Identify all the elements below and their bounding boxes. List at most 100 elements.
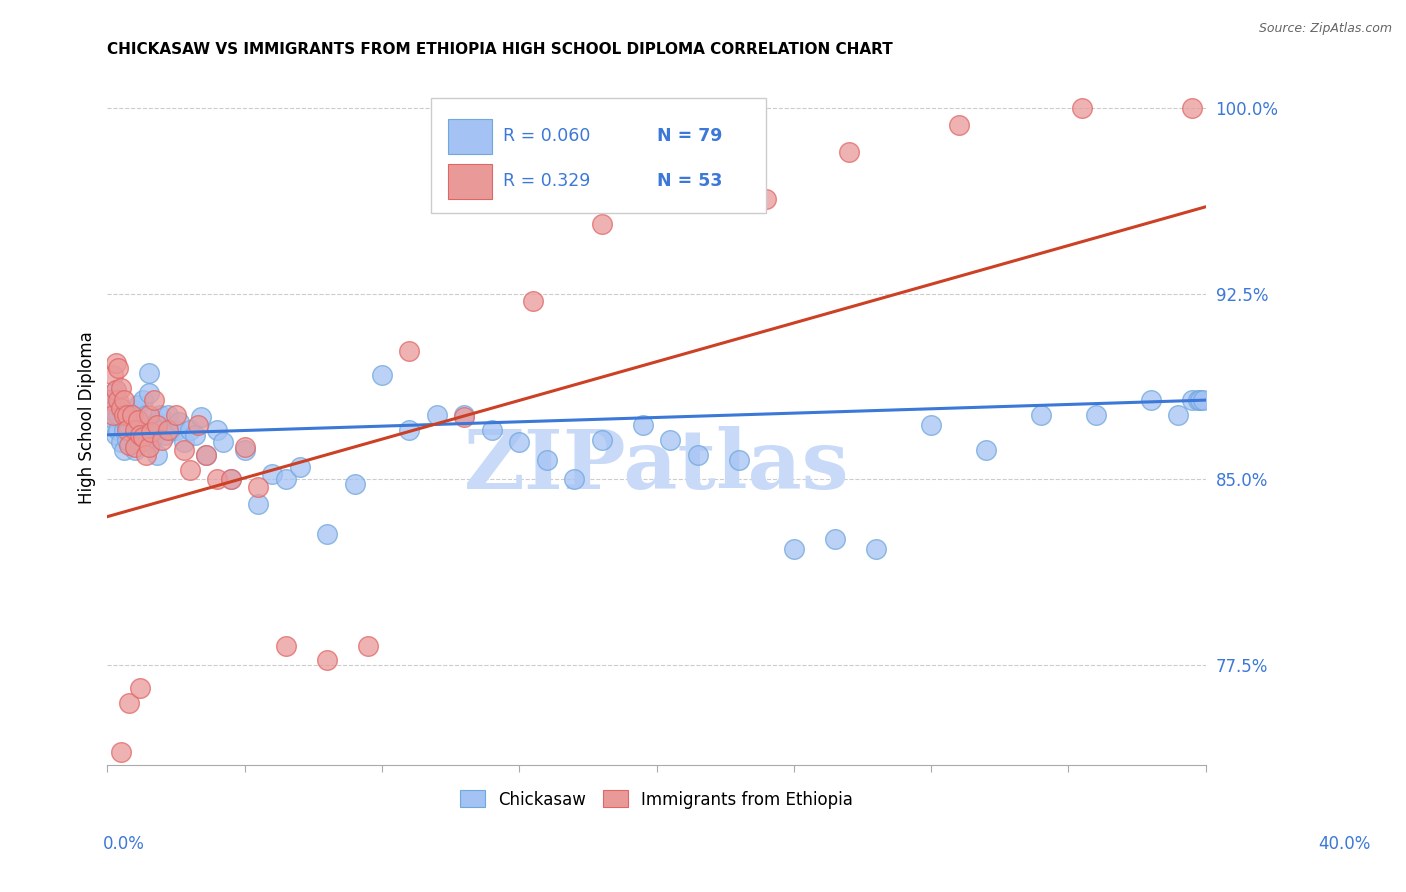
Point [150, 433, 173, 447]
Point [129, 435, 152, 450]
Point [205, 472, 228, 486]
Point [127, 427, 149, 442]
Point [673, 168, 696, 182]
Point [247, 497, 270, 511]
Point [184, 427, 207, 442]
Point [316, 527, 339, 541]
Text: 40.0%: 40.0% [1319, 835, 1371, 853]
Point [631, 417, 654, 432]
Point [101, 403, 124, 417]
Point [115, 423, 138, 437]
Point [104, 383, 127, 397]
Point [398, 423, 420, 437]
Point [98, 393, 121, 408]
Point [141, 435, 163, 450]
Point [110, 401, 132, 415]
Point [262, 467, 284, 482]
Point [522, 293, 544, 308]
Point [274, 639, 297, 653]
Point [101, 368, 124, 383]
Point [104, 356, 127, 370]
Point [156, 408, 179, 422]
Point [371, 368, 394, 383]
Point [195, 448, 218, 462]
Point [659, 433, 682, 447]
Point [536, 452, 558, 467]
Text: 0.0%: 0.0% [103, 835, 145, 853]
Point [591, 217, 613, 231]
Point [124, 440, 146, 454]
Point [146, 448, 169, 462]
Point [127, 398, 149, 412]
Point [143, 393, 166, 408]
Point [98, 417, 121, 432]
Point [141, 423, 163, 437]
FancyBboxPatch shape [432, 98, 766, 212]
Point [211, 435, 233, 450]
Point [118, 696, 141, 710]
Point [508, 435, 530, 450]
Point [219, 472, 242, 486]
Point [195, 448, 218, 462]
Point [1084, 408, 1107, 422]
Point [112, 393, 135, 408]
Text: R = 0.060: R = 0.060 [503, 128, 591, 145]
Point [728, 452, 751, 467]
Point [838, 145, 860, 160]
Point [316, 653, 339, 667]
Point [453, 410, 475, 425]
Point [948, 118, 970, 132]
Point [165, 423, 187, 437]
Point [783, 541, 806, 556]
Point [357, 639, 380, 653]
Point [274, 472, 297, 486]
Point [143, 427, 166, 442]
Point [865, 541, 887, 556]
Point [115, 417, 138, 432]
Point [426, 408, 449, 422]
Point [233, 440, 256, 454]
Point [138, 408, 160, 422]
Point [124, 423, 146, 437]
Point [127, 413, 149, 427]
Point [146, 416, 169, 430]
Point [107, 408, 129, 422]
Point [755, 192, 778, 206]
Point [1029, 408, 1052, 422]
Point [107, 423, 129, 437]
Point [686, 448, 709, 462]
Point [481, 423, 503, 437]
Point [187, 417, 209, 432]
Point [920, 417, 942, 432]
Point [135, 448, 157, 462]
FancyBboxPatch shape [449, 164, 492, 199]
Y-axis label: High School Diploma: High School Diploma [79, 331, 96, 504]
Point [146, 417, 169, 432]
Point [112, 442, 135, 457]
Text: N = 79: N = 79 [657, 128, 721, 145]
Point [121, 408, 143, 422]
Point [129, 427, 152, 442]
Point [1140, 393, 1163, 408]
Point [112, 408, 135, 422]
Text: CHICKASAW VS IMMIGRANTS FROM ETHIOPIA HIGH SCHOOL DIPLOMA CORRELATION CHART: CHICKASAW VS IMMIGRANTS FROM ETHIOPIA HI… [107, 42, 893, 57]
Point [101, 391, 124, 405]
Point [110, 745, 132, 759]
Point [159, 423, 181, 437]
Point [288, 460, 311, 475]
Point [824, 532, 846, 546]
Point [110, 381, 132, 395]
Point [153, 427, 176, 442]
Point [173, 435, 195, 450]
Point [104, 427, 127, 442]
Point [124, 442, 146, 457]
Point [141, 425, 163, 440]
Point [104, 383, 127, 397]
Text: Source: ZipAtlas.com: Source: ZipAtlas.com [1258, 22, 1392, 36]
Point [156, 423, 179, 437]
Point [138, 440, 160, 454]
Point [205, 423, 228, 437]
Legend: Chickasaw, Immigrants from Ethiopia: Chickasaw, Immigrants from Ethiopia [453, 784, 860, 815]
Point [138, 366, 160, 380]
Point [974, 442, 997, 457]
